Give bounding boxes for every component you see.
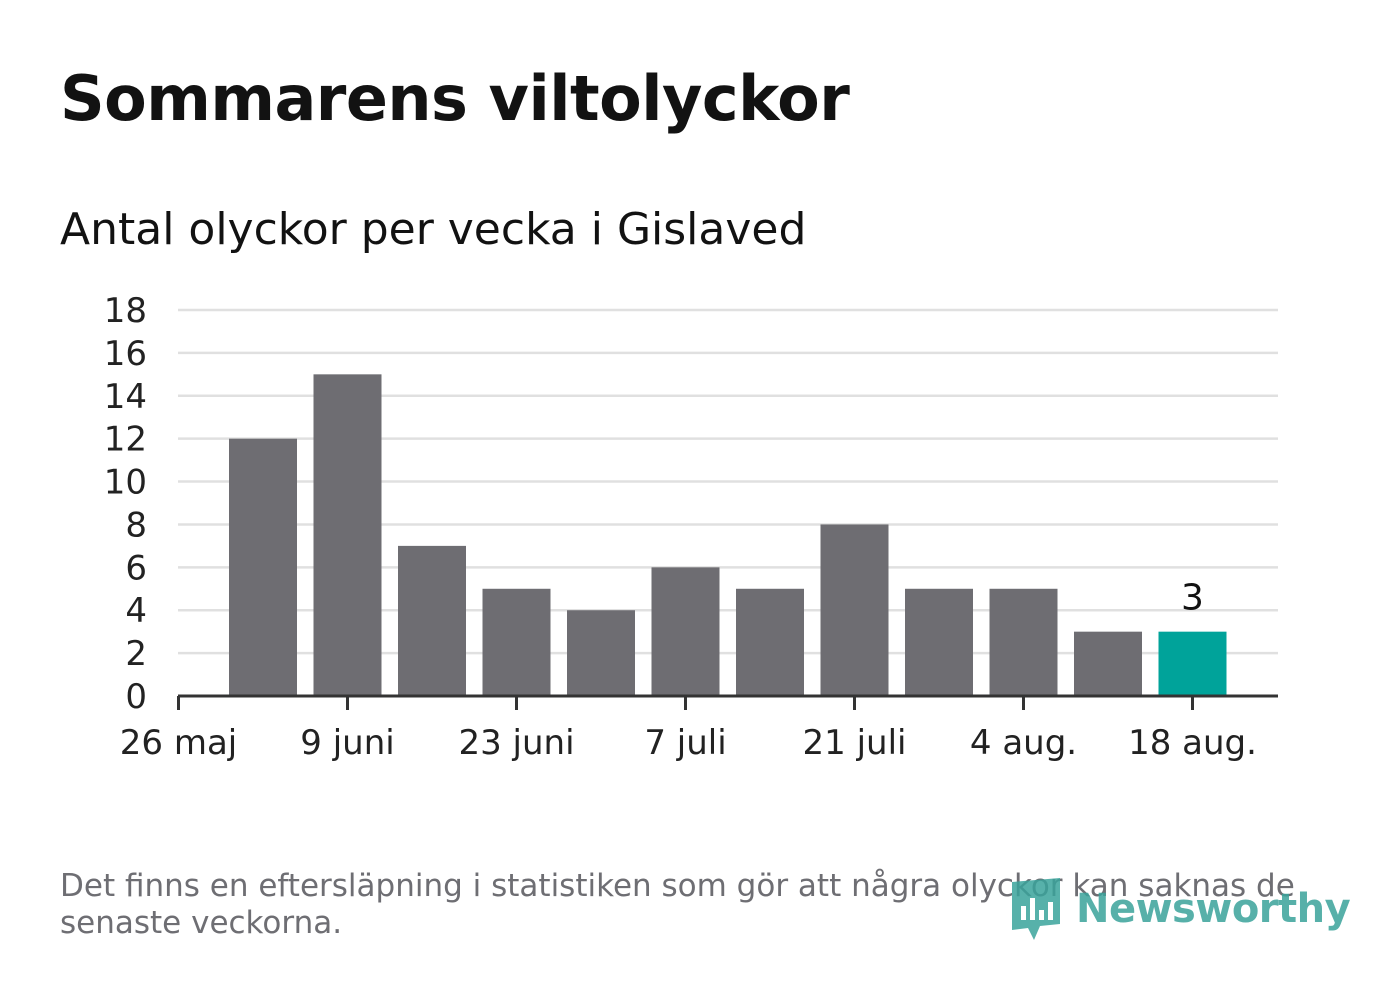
bar bbox=[1074, 631, 1142, 696]
bar bbox=[1158, 631, 1227, 696]
footnote: Det finns en eftersläpning i statistiken… bbox=[60, 868, 1295, 941]
chart-subtitle: Antal olyckor per vecka i Gislaved bbox=[60, 204, 807, 255]
bar bbox=[567, 610, 635, 696]
x-tick-label: 4 aug. bbox=[970, 723, 1077, 763]
x-tick-label: 7 juli bbox=[644, 723, 726, 763]
x-tick-label: 26 maj bbox=[120, 723, 237, 763]
newsworthy-logo-icon bbox=[1012, 878, 1060, 940]
x-tick-label: 21 juli bbox=[803, 723, 907, 763]
newsworthy-logo: Newsworthy bbox=[1010, 876, 1351, 942]
y-tick-label: 2 bbox=[125, 634, 147, 674]
y-tick-label: 10 bbox=[104, 463, 147, 503]
x-tick-label: 9 juni bbox=[300, 723, 394, 763]
y-tick-label: 4 bbox=[125, 591, 147, 631]
y-tick-label: 18 bbox=[104, 291, 147, 331]
data-labels: 3 bbox=[1181, 578, 1204, 619]
bar bbox=[905, 588, 973, 696]
y-tick-label: 0 bbox=[125, 677, 147, 717]
y-tick-label: 12 bbox=[104, 420, 147, 460]
x-tick-label: 18 aug. bbox=[1128, 723, 1257, 763]
y-tick-label: 8 bbox=[125, 505, 147, 545]
bar-value-label: 3 bbox=[1181, 578, 1204, 619]
y-tick-label: 16 bbox=[104, 334, 147, 374]
bar bbox=[398, 545, 466, 696]
bars bbox=[229, 374, 1227, 696]
x-tick-label: 23 juni bbox=[458, 723, 574, 763]
chart-title: Sommarens viltolyckor bbox=[60, 62, 850, 135]
y-tick-label: 14 bbox=[104, 377, 147, 417]
bar bbox=[229, 438, 297, 696]
bar bbox=[820, 524, 889, 696]
bar bbox=[313, 374, 382, 696]
bar bbox=[736, 588, 804, 696]
logo-text: Newsworthy bbox=[1076, 886, 1351, 932]
x-axis-ticks: 26 maj 9 juni 23 juni 7 juli 21 juli 4 aug. 18… bbox=[120, 696, 1257, 763]
bar bbox=[651, 567, 720, 696]
y-tick-label: 6 bbox=[125, 548, 147, 588]
bar bbox=[482, 588, 551, 696]
bar bbox=[989, 588, 1058, 696]
